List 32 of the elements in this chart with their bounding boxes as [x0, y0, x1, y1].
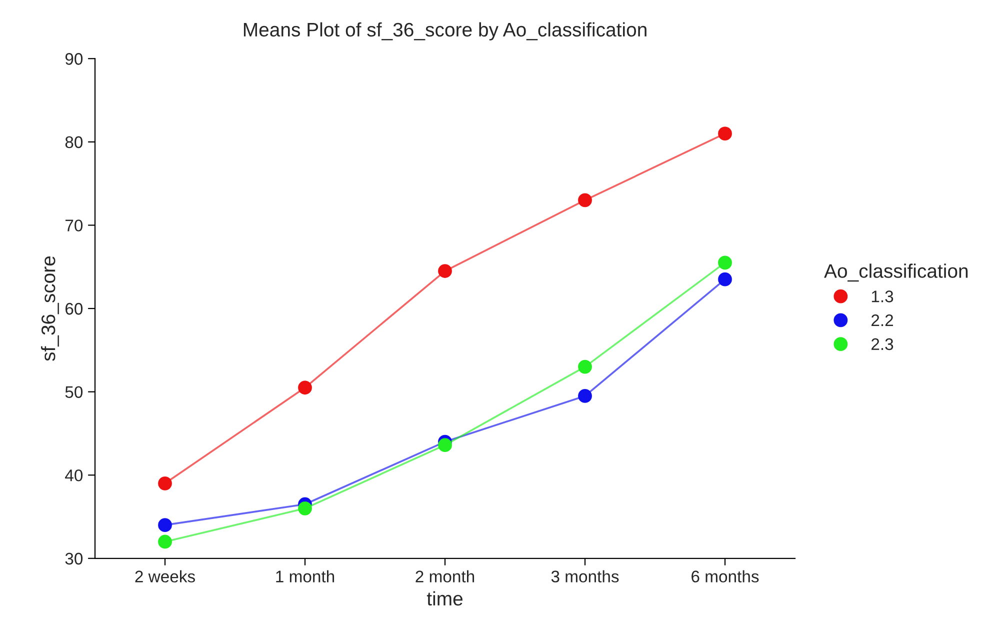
- legend-label: 2.3: [872, 338, 894, 350]
- point: [578, 360, 592, 374]
- point: [298, 501, 312, 516]
- legend-label: 2.2: [872, 314, 893, 326]
- y-tick-label: 60: [66, 302, 83, 315]
- y-axis-title: sf_36_score: [41, 256, 59, 361]
- point: [298, 380, 312, 395]
- y-tick-label: 90: [65, 53, 83, 65]
- x-tick-label: 6 months: [692, 570, 759, 582]
- point: [718, 272, 732, 286]
- y-tick-label: 50: [65, 386, 83, 398]
- legend-label: 1.3: [872, 290, 894, 302]
- x-axis-title: time: [426, 591, 463, 606]
- legend-title: Ao_classification: [824, 264, 968, 282]
- point: [438, 264, 452, 278]
- point: [158, 518, 172, 532]
- point: [438, 438, 452, 452]
- point: [718, 126, 732, 141]
- chart-title: Means Plot of sf_36_score by Ao_classification: [244, 22, 646, 40]
- x-tick-label: 1 month: [276, 570, 334, 582]
- y-tick-label: 30: [65, 552, 83, 565]
- point: [718, 256, 732, 270]
- x-tick-label: 2 weeks: [135, 570, 195, 582]
- y-tick-label: 70: [66, 220, 83, 232]
- point: [158, 476, 172, 490]
- x-tick-label: 2 month: [416, 570, 474, 582]
- x-tick-label: 3 months: [551, 570, 619, 582]
- point: [158, 534, 172, 549]
- point: [578, 389, 592, 403]
- point: [578, 193, 592, 208]
- y-tick-label: 80: [65, 136, 83, 148]
- y-tick-label: 40: [65, 469, 83, 482]
